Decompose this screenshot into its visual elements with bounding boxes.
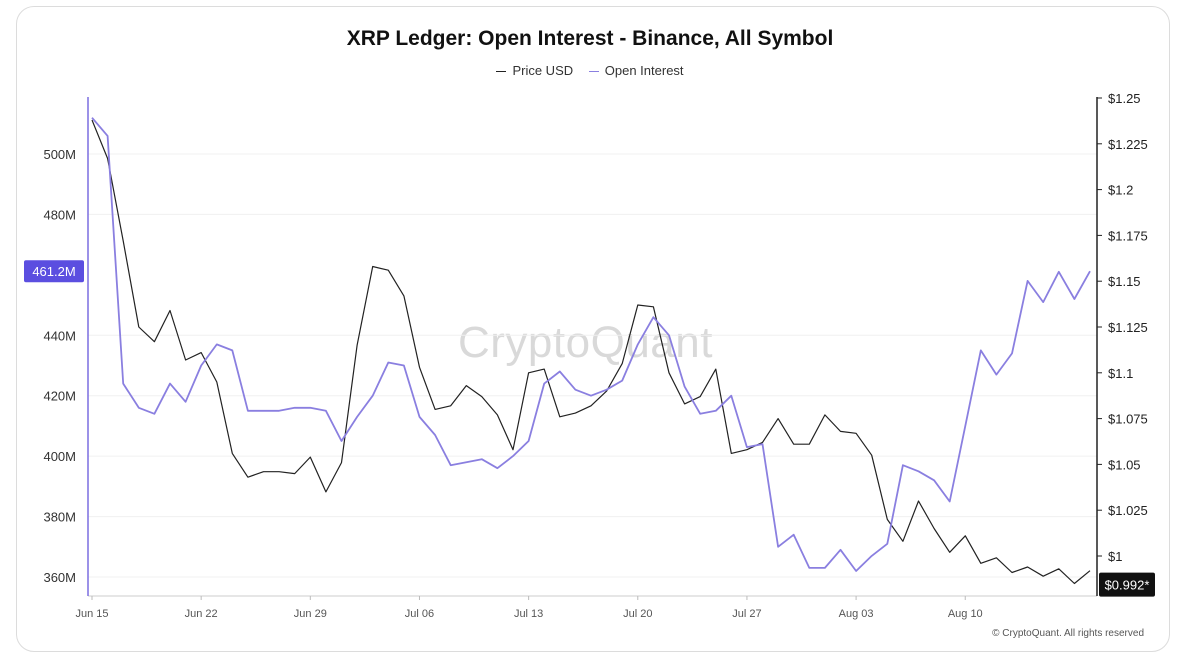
series-line-price: [91, 119, 1091, 585]
legend-label-open-interest: Open Interest: [604, 63, 684, 78]
legend-item-open-interest[interactable]: Open Interest: [588, 63, 684, 78]
right-axis-tick-label: $1.075: [1108, 412, 1148, 427]
right-axis-tick-label: $1.25: [1108, 91, 1141, 106]
x-axis-tick-label: Aug 10: [948, 608, 983, 620]
left-axis-tick-label: 400M: [43, 449, 76, 464]
x-axis-tick-label: Aug 03: [839, 608, 874, 620]
x-axis-tick-label: Jul 20: [623, 608, 652, 620]
right-current-value-badge: [1099, 572, 1155, 597]
right-current-value-label: $0.992*: [1105, 578, 1150, 593]
right-axis-tick-label: $1.175: [1108, 228, 1148, 243]
left-axis-tick-label: 360M: [43, 570, 76, 585]
right-axis-tick-label: $1.125: [1108, 320, 1148, 335]
right-axis-tick-label: $1: [1108, 549, 1122, 564]
x-axis-tick-label: Jun 15: [75, 608, 108, 620]
chart-title: XRP Ledger: Open Interest - Binance, All…: [346, 27, 834, 50]
x-axis-tick-label: Jul 27: [732, 608, 761, 620]
legend-item-price[interactable]: Price USD: [496, 63, 573, 78]
right-axis-tick-label: $1.025: [1108, 503, 1148, 518]
right-axis-tick-label: $1.2: [1108, 183, 1133, 198]
left-axis-tick-label: 440M: [43, 328, 76, 343]
legend-label-price: Price USD: [512, 63, 574, 78]
chart-card: [16, 6, 1170, 652]
right-axis-tick-label: $1.225: [1108, 137, 1148, 152]
chart-legend: Price USD Open Interest: [0, 63, 1180, 78]
left-axis-tick-label: 420M: [43, 389, 76, 404]
legend-swatch-open-interest: [588, 71, 599, 73]
left-current-value-badge: [24, 260, 84, 283]
watermark: CryptoQuant: [458, 318, 713, 367]
x-axis-tick-label: Jul 13: [514, 608, 543, 620]
x-axis-tick-label: Jun 22: [185, 608, 218, 620]
right-axis-tick-label: $1.15: [1108, 274, 1141, 289]
left-current-value-label: 461.2M: [32, 264, 75, 279]
right-axis-tick-label: $1.05: [1108, 457, 1141, 472]
left-axis-tick-label: 480M: [43, 207, 76, 222]
legend-swatch-price: [496, 71, 507, 73]
series-line-open-interest: [91, 117, 1091, 572]
left-axis-tick-label: 500M: [43, 147, 76, 162]
right-axis-tick-label: $1.1: [1108, 366, 1133, 381]
copyright-text: © CryptoQuant. All rights reserved: [992, 628, 1144, 639]
left-axis-tick-label: 380M: [43, 510, 76, 525]
x-axis-tick-label: Jul 06: [405, 608, 434, 620]
x-axis-tick-label: Jun 29: [294, 608, 327, 620]
